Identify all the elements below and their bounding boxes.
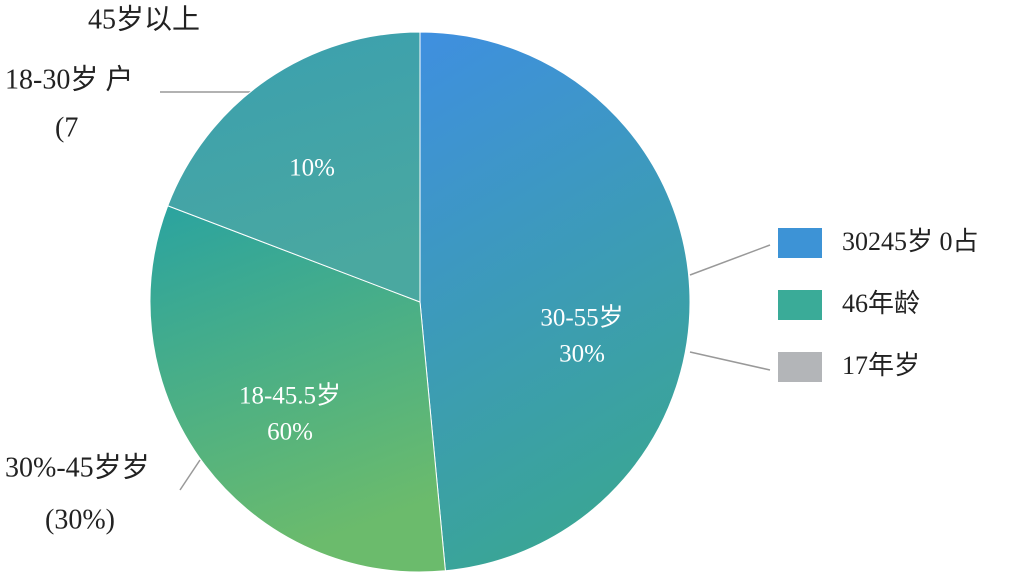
pie-slice xyxy=(149,205,446,573)
pie-slice xyxy=(167,31,421,303)
slice-label: 18-45.5岁 xyxy=(239,382,341,410)
leader-line xyxy=(179,459,201,491)
leader-line xyxy=(689,351,771,371)
pie-slice xyxy=(419,31,691,572)
legend-swatch xyxy=(778,352,822,382)
chart-title: 45岁以上 xyxy=(88,3,200,35)
callout: 18-30岁 户 xyxy=(5,63,133,95)
slice-label: 30-55岁 xyxy=(540,304,623,332)
slice-percent: 30% xyxy=(559,341,605,368)
callout-sub: (30%) xyxy=(45,504,115,535)
legend-swatch xyxy=(778,228,822,258)
callout: 30%-45岁岁 xyxy=(5,451,150,483)
callout-sub: (7 xyxy=(55,112,78,143)
legend-label: 30245岁 0占 xyxy=(842,227,979,256)
legend-swatch xyxy=(778,290,822,320)
legend-label: 17年岁 xyxy=(842,351,920,380)
legend-label: 46年龄 xyxy=(842,289,920,318)
slice-percent: 10% xyxy=(289,155,335,182)
slice-percent: 60% xyxy=(267,419,313,446)
leader-line xyxy=(689,244,771,276)
